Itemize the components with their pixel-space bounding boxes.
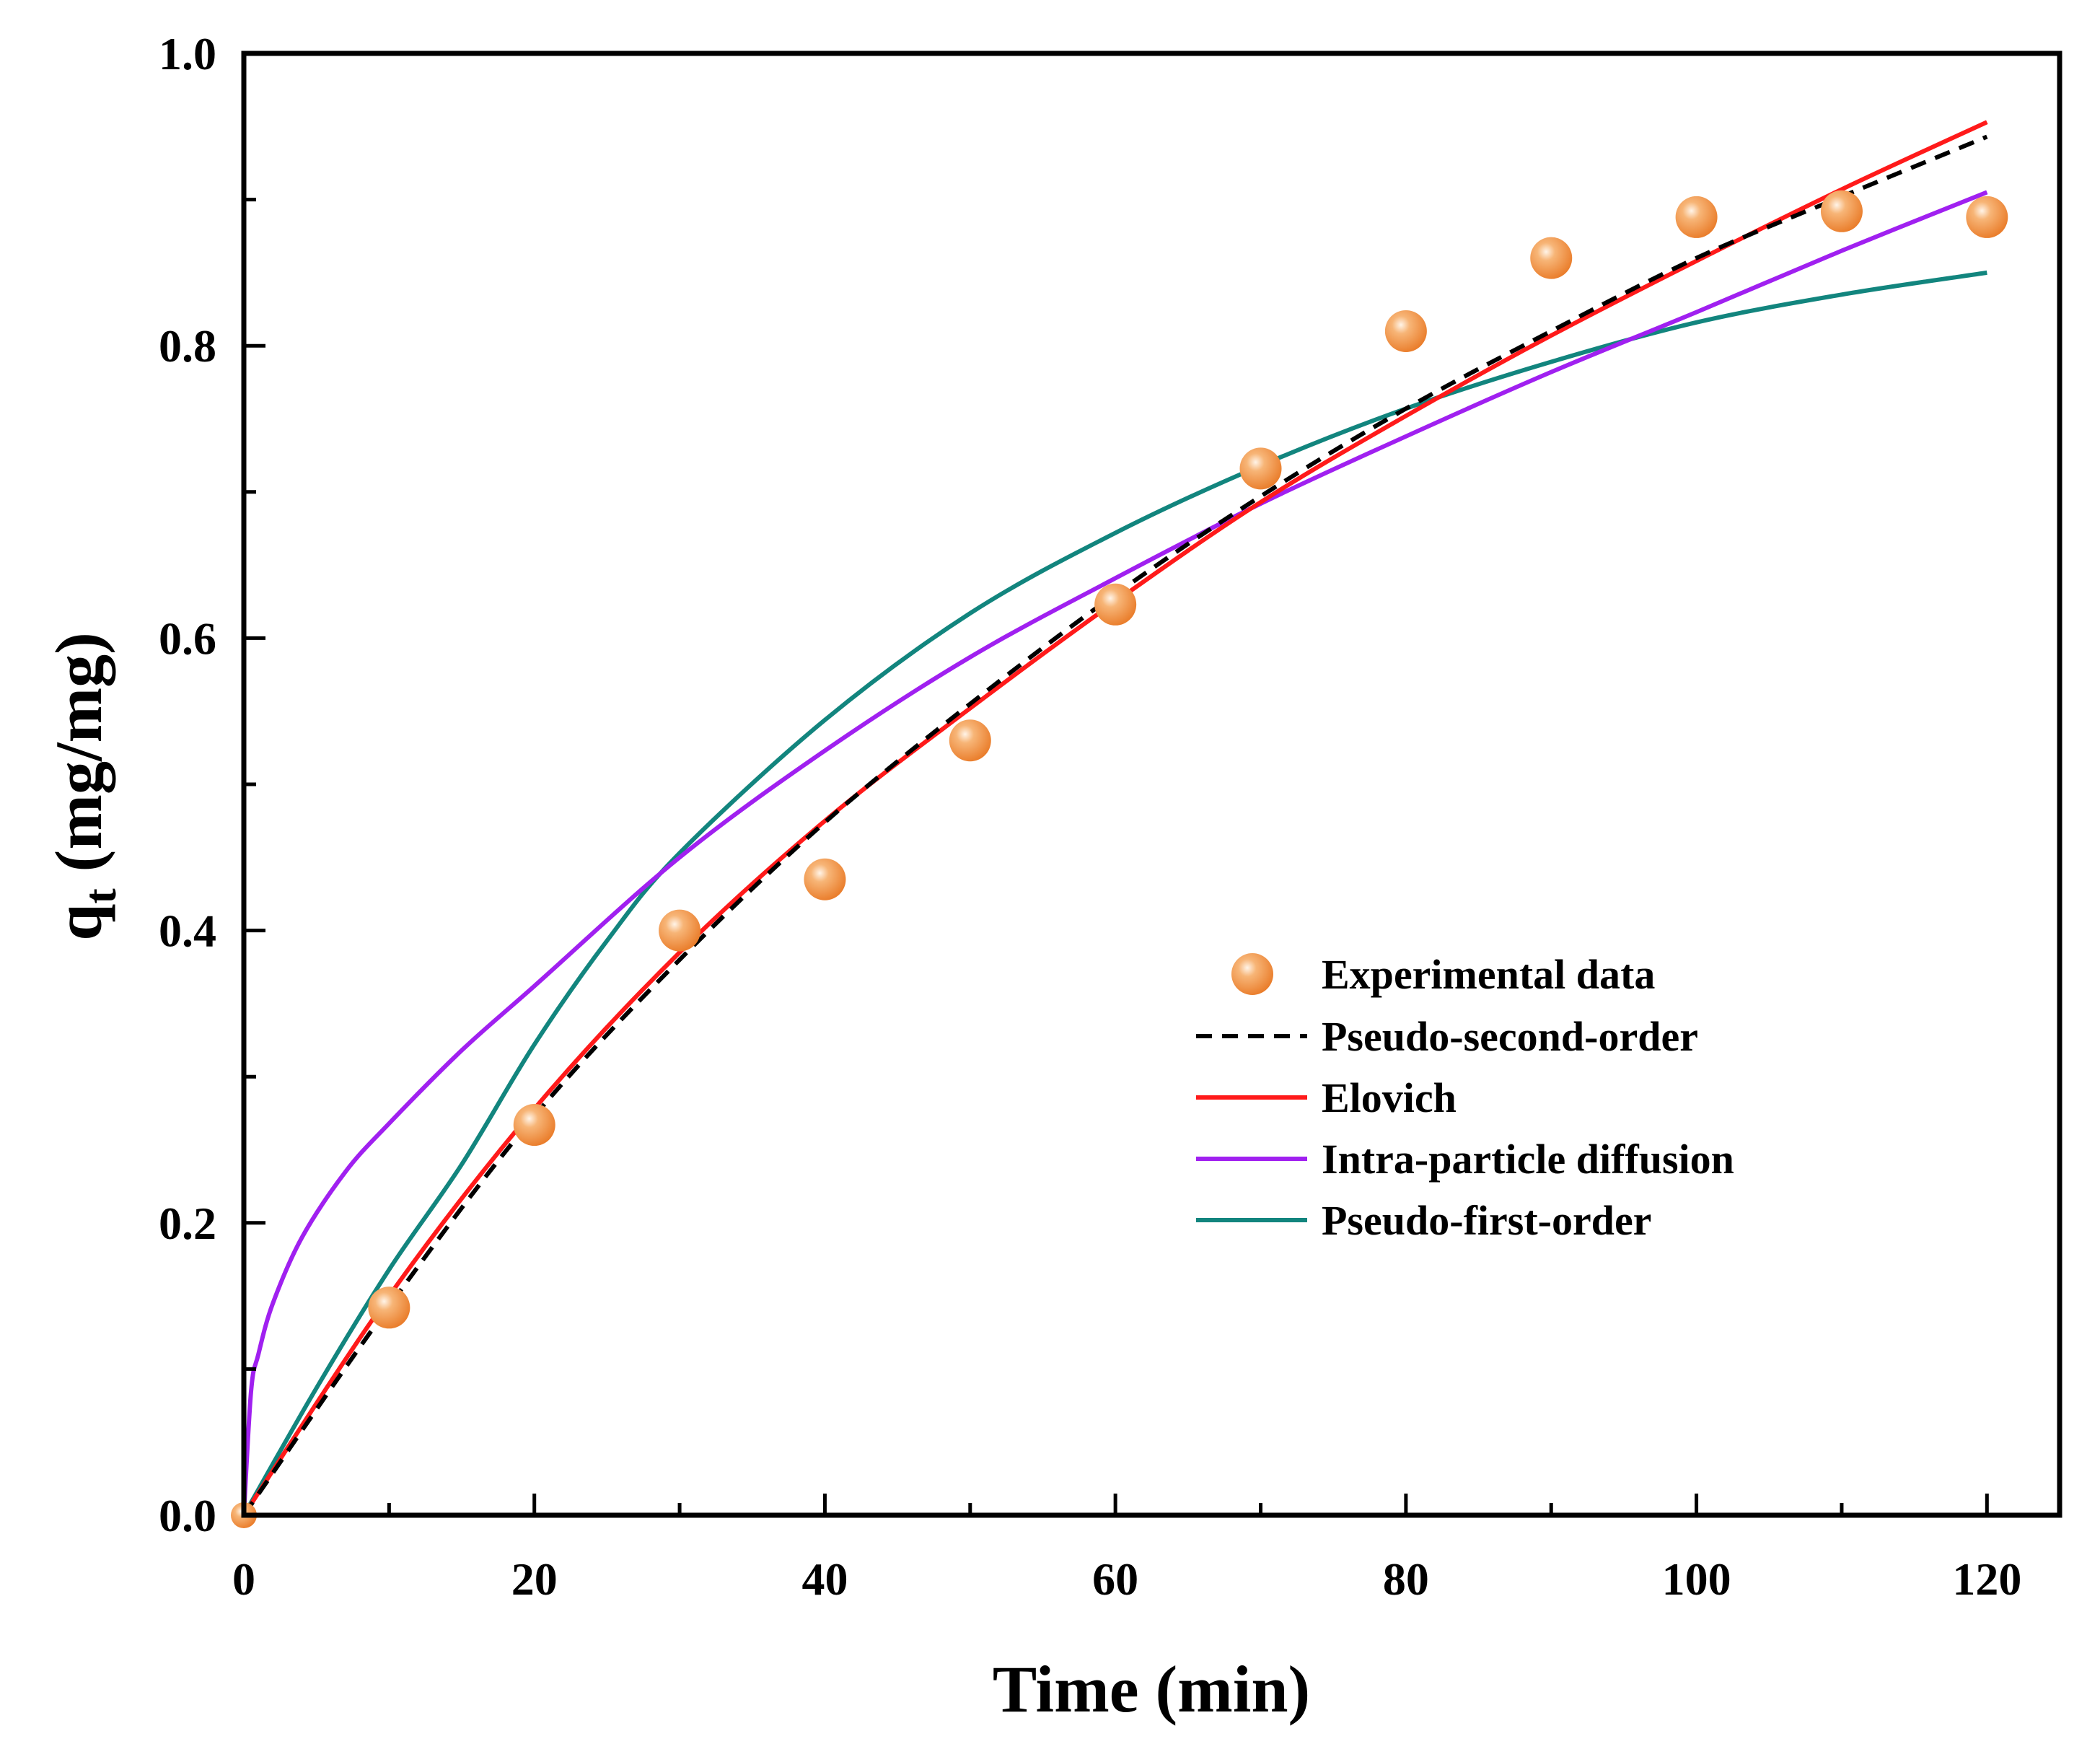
y-tick-label: 0.8 <box>159 320 216 372</box>
x-tick-label: 80 <box>1383 1553 1429 1605</box>
data-point <box>1530 237 1573 279</box>
y-tick-label: 1.0 <box>159 28 216 79</box>
experimental-points <box>231 190 2008 1528</box>
x-tick-label: 0 <box>232 1553 255 1605</box>
x-axis-title: Time (min) <box>993 1652 1310 1726</box>
y-tick-label: 0.0 <box>159 1490 216 1541</box>
y-axis-title-unit: (mg/mg) <box>42 632 115 888</box>
x-tick-label: 40 <box>801 1553 848 1605</box>
legend-label-elovich: Elovich <box>1322 1074 1457 1121</box>
data-point <box>1094 583 1137 626</box>
data-point <box>1239 447 1282 490</box>
data-point <box>1820 190 1863 232</box>
y-tick-label: 0.6 <box>159 613 216 664</box>
series-line-elovich <box>242 120 1988 1517</box>
fit-curves <box>242 120 1988 1517</box>
legend-marker-experimental <box>1231 953 1273 995</box>
data-point <box>1675 196 1718 238</box>
legend-label-pseudo-second-order: Pseudo-second-order <box>1322 1013 1698 1060</box>
data-point <box>368 1286 410 1329</box>
y-tick-label: 0.4 <box>159 906 216 957</box>
x-tick-labels: 0 20 40 60 80 100 120 <box>232 1553 2021 1605</box>
data-point <box>804 858 846 900</box>
legend: Experimental data Pseudo-second-order El… <box>1196 951 1734 1244</box>
series-line-intra-particle-diffusion <box>242 190 1988 1516</box>
data-point <box>949 719 991 762</box>
x-tick-label: 100 <box>1662 1553 1731 1605</box>
y-axis-title-subscript: t <box>74 888 126 904</box>
data-point <box>1384 310 1427 352</box>
x-tick-label: 120 <box>1952 1553 2021 1605</box>
series-line-pseudo-second-order <box>242 134 1988 1517</box>
y-axis-title-main: q <box>42 904 115 941</box>
x-tick-label: 20 <box>511 1553 558 1605</box>
data-point <box>513 1104 555 1147</box>
y-tick-labels: 0.0 0.2 0.4 0.6 0.8 1.0 <box>159 28 216 1541</box>
x-tick-label: 60 <box>1092 1553 1138 1605</box>
plot-frame <box>241 51 2062 1518</box>
y-tick-label: 0.2 <box>159 1198 216 1249</box>
legend-label-pseudo-first-order: Pseudo-first-order <box>1322 1197 1651 1244</box>
legend-label-experimental: Experimental data <box>1322 951 1655 998</box>
data-point <box>1966 196 2008 238</box>
data-point <box>659 909 701 952</box>
legend-label-intra-particle: Intra-particle diffusion <box>1322 1136 1734 1183</box>
y-axis-title: qt (mg/mg) <box>42 632 126 941</box>
